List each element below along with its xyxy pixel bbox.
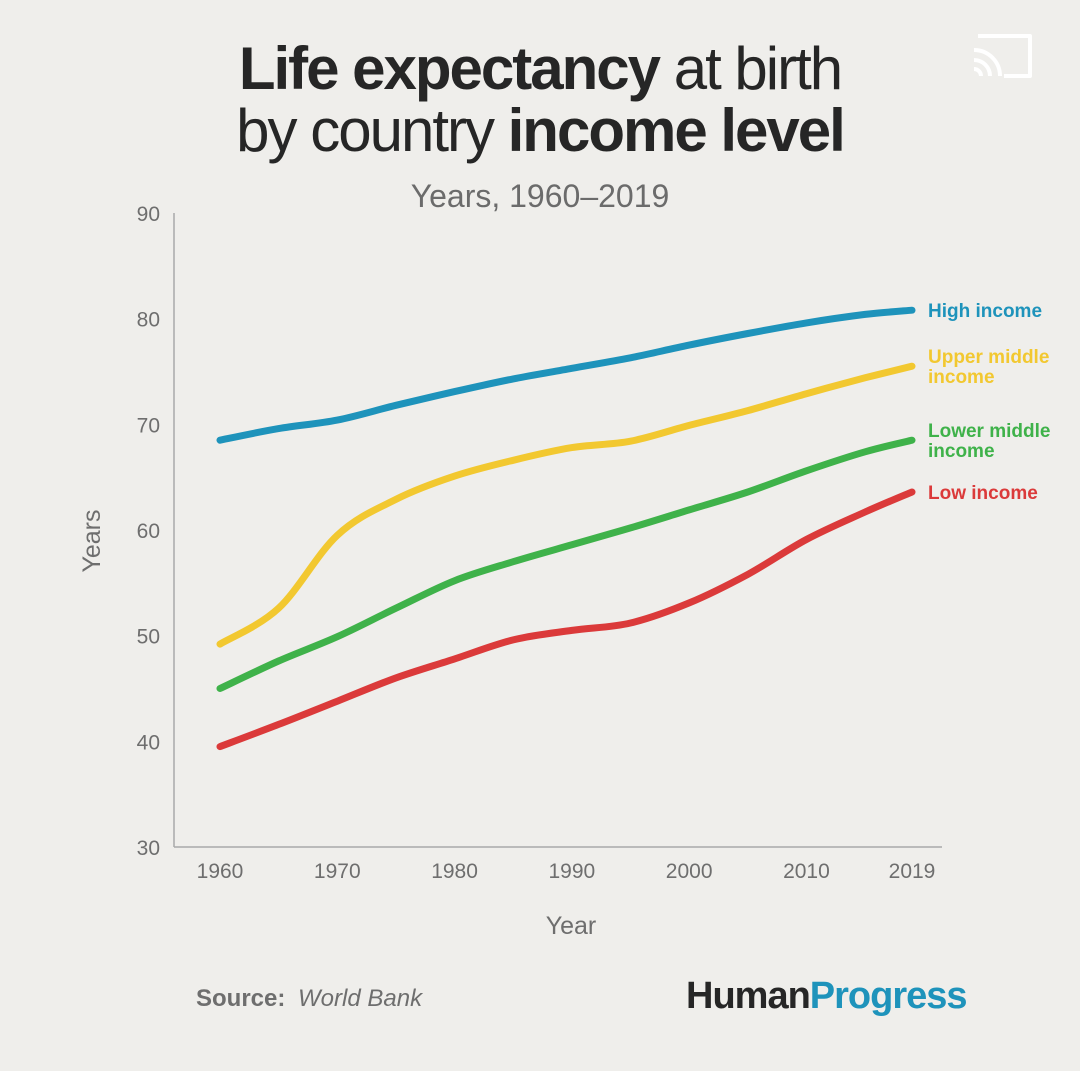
source-value: World Bank: [298, 985, 423, 1012]
y-tick-label: 90: [137, 203, 160, 226]
series-label-lower-middle-income: Lower middle: [928, 421, 1050, 442]
series-label-lower-middle-income: income: [928, 441, 995, 462]
x-axis-label: Year: [546, 912, 597, 940]
x-tick-label: 2019: [889, 860, 936, 883]
series-label-upper-middle-income: income: [928, 367, 995, 388]
series-label-upper-middle-income: Upper middle: [928, 347, 1049, 368]
x-tick-label: 1980: [431, 860, 478, 883]
brand-part-1: Human: [686, 975, 811, 1017]
y-tick-label: 80: [137, 309, 160, 332]
brand-part-2: Progress: [809, 975, 968, 1017]
x-tick-label: 1960: [197, 860, 244, 883]
series-label-low-income: Low income: [928, 483, 1038, 504]
cast-icon[interactable]: [968, 30, 1036, 82]
title-bold-2: income level: [507, 97, 846, 164]
x-tick-label: 1970: [314, 860, 361, 883]
series-line-high-income: [216, 306, 916, 444]
brand-logo: HumanProgress: [686, 975, 968, 1018]
source-label: Source:: [196, 985, 286, 1012]
title-bold-1: Life expectancy: [238, 35, 661, 102]
series-label-high-income: High income: [928, 301, 1042, 322]
series-line-lower-middle-income: [216, 436, 916, 692]
title-part-2: at birth: [659, 35, 843, 102]
y-tick-label: 40: [137, 731, 160, 754]
chart-title: Life expectancy at birth by country inco…: [0, 38, 1080, 162]
y-tick-label: 60: [137, 520, 160, 543]
series-line-upper-middle-income: [216, 362, 916, 648]
title-part-3: by country: [236, 97, 508, 164]
series-line-low-income: [216, 488, 916, 751]
x-tick-label: 2010: [783, 860, 830, 883]
y-tick-label: 50: [137, 626, 160, 649]
y-tick-label: 70: [137, 414, 160, 437]
source-note: Source: World Bank: [196, 985, 422, 1013]
x-tick-label: 2000: [666, 860, 713, 883]
y-axis-label: Years: [78, 509, 106, 572]
chart-subtitle: Years, 1960–2019: [410, 178, 670, 214]
y-tick-label: 30: [137, 837, 160, 860]
x-tick-label: 1990: [549, 860, 596, 883]
